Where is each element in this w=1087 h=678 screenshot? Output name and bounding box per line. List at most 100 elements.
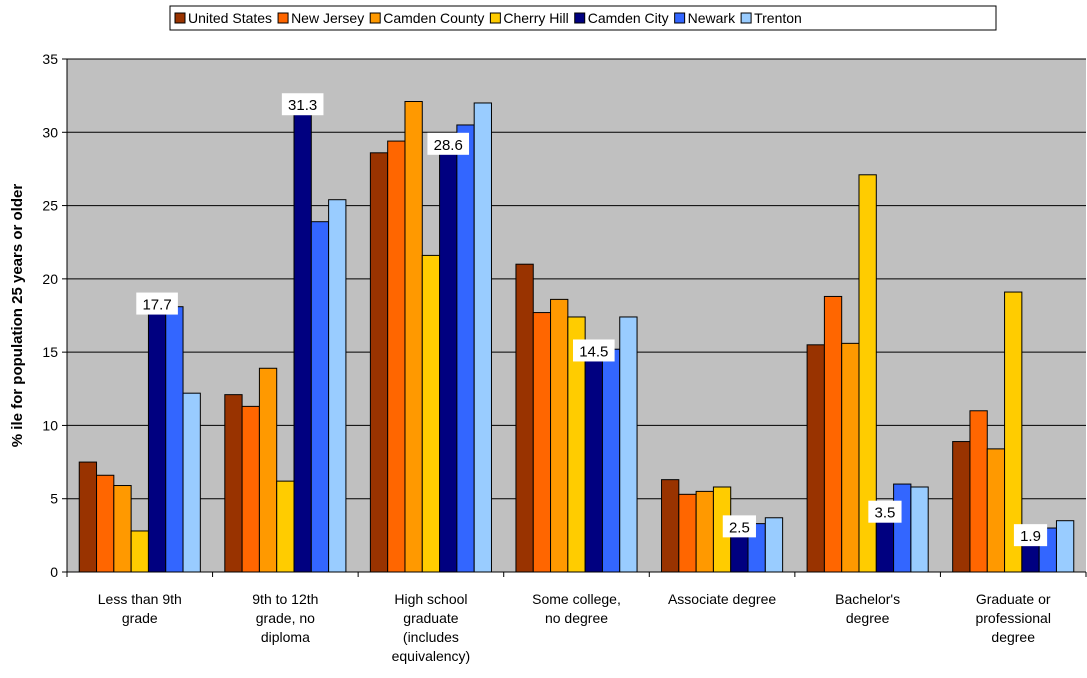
bar bbox=[806, 344, 825, 573]
category-label-line: graduate bbox=[403, 610, 458, 626]
category-label-line: professional bbox=[975, 610, 1051, 626]
legend-swatch bbox=[574, 12, 586, 24]
bar bbox=[584, 358, 603, 573]
legend-item: Newark bbox=[674, 10, 736, 26]
data-label-text: 3.5 bbox=[875, 505, 896, 522]
bar bbox=[113, 485, 132, 573]
legend-item: Cherry Hill bbox=[489, 10, 569, 26]
legend-item: Camden City bbox=[574, 10, 669, 26]
data-label-box bbox=[573, 339, 615, 362]
bar bbox=[310, 221, 330, 573]
category-label-line: no degree bbox=[545, 610, 608, 626]
bar bbox=[293, 112, 312, 573]
data-label: 17.7 bbox=[136, 292, 178, 315]
data-label: 3.5 bbox=[868, 500, 902, 523]
data-label: 14.5 bbox=[573, 339, 615, 362]
data-label-box bbox=[136, 292, 178, 315]
category-label-line: equivalency) bbox=[392, 648, 471, 664]
legend-label: Camden County bbox=[383, 10, 484, 26]
category-label: Graduate or professional degree bbox=[975, 591, 1051, 645]
data-label-box bbox=[281, 93, 324, 116]
bar bbox=[258, 367, 278, 573]
category-label: Less than 9th grade bbox=[98, 591, 182, 626]
data-label-text: 2.5 bbox=[729, 519, 750, 536]
data-label: 2.5 bbox=[722, 515, 756, 538]
bar bbox=[986, 448, 1006, 573]
data-label-box bbox=[1013, 524, 1048, 547]
bar bbox=[473, 102, 492, 573]
legend-swatch bbox=[277, 12, 289, 24]
data-label-text: 17.7 bbox=[142, 297, 171, 314]
legend-swatch bbox=[740, 12, 752, 24]
bar bbox=[421, 254, 441, 573]
category-label-line: 9th to 12th bbox=[252, 591, 318, 607]
legend-item: United States bbox=[174, 10, 272, 26]
data-label: 28.6 bbox=[427, 132, 470, 155]
bar bbox=[404, 101, 423, 573]
legend-label: New Jersey bbox=[291, 10, 364, 26]
y-tick-label: 30 bbox=[42, 124, 58, 140]
legend: United States New Jersey Camden County Cher… bbox=[169, 5, 997, 31]
legend-swatch bbox=[174, 12, 186, 24]
category-label-line: Graduate or bbox=[976, 591, 1051, 607]
bar bbox=[764, 517, 784, 573]
legend-swatch bbox=[369, 12, 381, 24]
category-label-line: Some college, bbox=[532, 591, 621, 607]
bar bbox=[661, 479, 680, 573]
bar bbox=[276, 480, 295, 573]
y-tick-label: 20 bbox=[42, 271, 58, 287]
legend-item: New Jersey bbox=[277, 10, 364, 26]
data-label: 31.3 bbox=[281, 93, 324, 116]
bar bbox=[224, 394, 243, 573]
bar bbox=[387, 140, 406, 573]
bar bbox=[182, 392, 201, 573]
bar bbox=[1021, 543, 1040, 573]
data-label-box bbox=[868, 500, 902, 523]
y-tick-label: 35 bbox=[42, 51, 58, 67]
y-axis-label: % ile for population 25 years or older bbox=[9, 184, 26, 448]
category-label-line: Bachelor's bbox=[835, 591, 900, 607]
bar bbox=[439, 152, 458, 573]
bar bbox=[619, 316, 638, 573]
category-label: 9th to 12th grade, no diploma bbox=[252, 591, 318, 645]
category-label-line: degree bbox=[991, 629, 1035, 645]
bar bbox=[1055, 520, 1075, 573]
bar bbox=[147, 312, 167, 573]
data-label-text: 31.3 bbox=[288, 97, 317, 114]
category-label-line: grade, no bbox=[256, 610, 315, 626]
bar bbox=[130, 530, 149, 573]
bar bbox=[823, 295, 843, 573]
y-tick-label: 5 bbox=[50, 491, 58, 507]
legend-label: Newark bbox=[688, 10, 736, 26]
bar bbox=[695, 490, 714, 573]
bar bbox=[550, 298, 569, 573]
legend-label: Trenton bbox=[754, 10, 802, 26]
category-label: Some college, no degree bbox=[532, 591, 621, 626]
bar bbox=[456, 124, 475, 573]
data-label-text: 1.9 bbox=[1020, 528, 1041, 545]
data-label-text: 28.6 bbox=[434, 137, 463, 154]
y-tick-label: 25 bbox=[42, 198, 58, 214]
data-label: 1.9 bbox=[1013, 524, 1048, 547]
bar bbox=[841, 342, 860, 573]
bar bbox=[532, 312, 552, 573]
category-label-line: degree bbox=[846, 610, 890, 626]
y-tick-label: 15 bbox=[42, 344, 58, 360]
legend-label: Cherry Hill bbox=[503, 10, 568, 26]
category-label-line: Associate degree bbox=[668, 591, 776, 607]
bar bbox=[241, 405, 260, 573]
legend-swatch bbox=[489, 12, 501, 24]
category-label-line: (includes bbox=[403, 629, 459, 645]
y-tick-labels: 0 5 10 15 20 25 30 35 bbox=[42, 51, 58, 580]
category-label-line: High school bbox=[394, 591, 467, 607]
legend-item: Trenton bbox=[740, 10, 802, 26]
bar bbox=[328, 199, 347, 573]
bar bbox=[369, 152, 389, 573]
bar bbox=[601, 348, 621, 573]
x-tick-labels: Less than 9th grade 9th to 12th grade, no di… bbox=[98, 591, 1051, 664]
bars bbox=[78, 101, 1075, 573]
y-tick-label: 0 bbox=[50, 564, 58, 580]
legend-label: United States bbox=[188, 10, 272, 26]
bar bbox=[969, 410, 988, 573]
